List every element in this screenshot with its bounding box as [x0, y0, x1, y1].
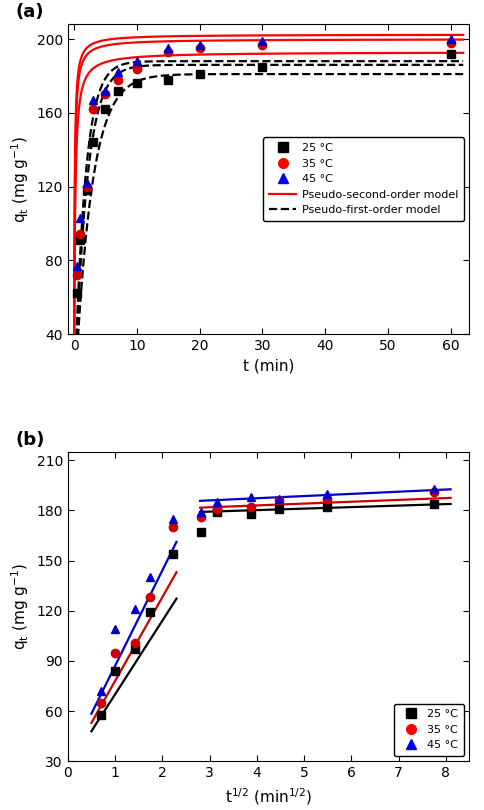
Text: (a): (a): [15, 3, 44, 21]
X-axis label: t (min): t (min): [243, 358, 294, 373]
Y-axis label: q$_\mathregular{t}$ (mg g$^{-1}$): q$_\mathregular{t}$ (mg g$^{-1}$): [9, 563, 31, 650]
Y-axis label: q$_\mathregular{t}$ (mg g$^{-1}$): q$_\mathregular{t}$ (mg g$^{-1}$): [9, 135, 31, 223]
Legend: 25 °C, 35 °C, 45 °C: 25 °C, 35 °C, 45 °C: [394, 704, 464, 756]
Legend: 25 °C, 35 °C, 45 °C, Pseudo-second-order model, Pseudo-first-order model: 25 °C, 35 °C, 45 °C, Pseudo-second-order…: [263, 138, 464, 221]
X-axis label: t$^{1/2}$ (min$^{1/2}$): t$^{1/2}$ (min$^{1/2}$): [225, 786, 312, 807]
Text: (b): (b): [15, 431, 45, 449]
